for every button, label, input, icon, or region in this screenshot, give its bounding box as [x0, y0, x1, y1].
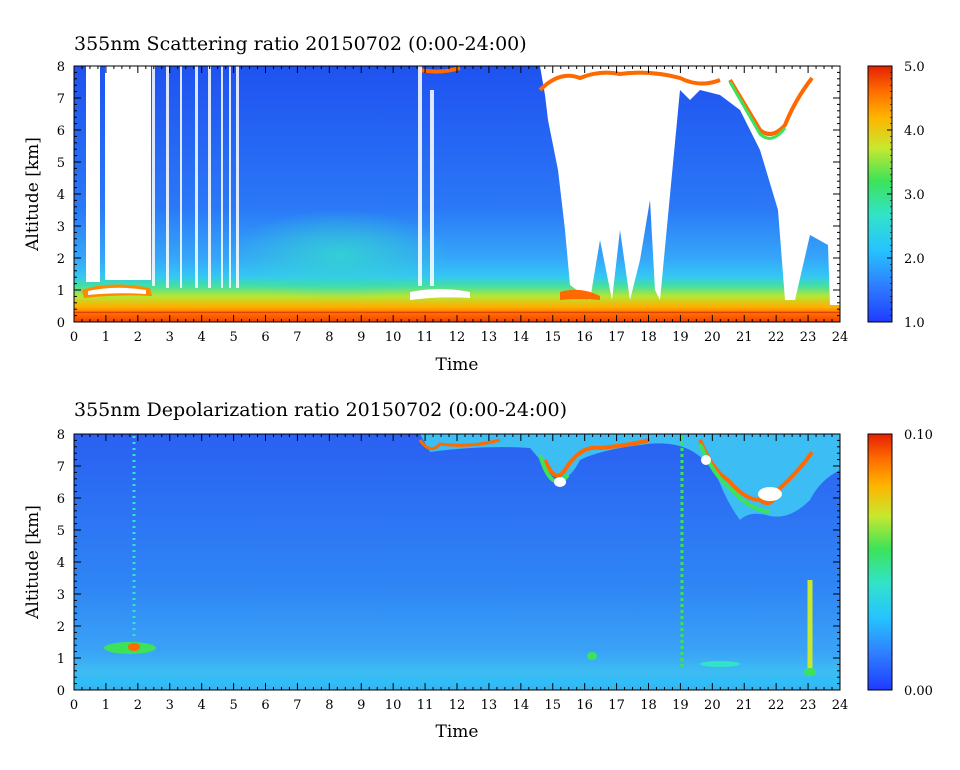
- y-tick-label: 5: [57, 156, 65, 171]
- y-tick-label: 1: [57, 652, 65, 667]
- x-tick-label: 21: [736, 330, 753, 345]
- x-tick-label: 13: [481, 698, 498, 713]
- depolarization-title: 355nm Depolarization ratio 20150702 (0:0…: [74, 399, 567, 421]
- x-tick-label: 10: [385, 698, 402, 713]
- colorbar-tick-label: 0.00: [904, 684, 933, 699]
- x-tick-label: 8: [325, 698, 333, 713]
- x-tick-label: 5: [229, 330, 237, 345]
- y-tick-label: 0: [57, 684, 65, 699]
- x-tick-label: 20: [704, 330, 721, 345]
- scattering-ylabel: Altitude [km]: [23, 137, 43, 252]
- x-tick-label: 19: [672, 330, 689, 345]
- depolarization-colorbar: [867, 433, 893, 691]
- x-tick-label: 14: [513, 698, 530, 713]
- y-tick-label: 4: [57, 188, 65, 203]
- depolarization-xlabel: Time: [436, 722, 479, 742]
- x-tick-label: 2: [134, 330, 142, 345]
- y-tick-label: 3: [57, 588, 65, 603]
- x-tick-label: 7: [293, 330, 301, 345]
- x-tick-label: 16: [576, 698, 593, 713]
- x-tick-label: 24: [832, 698, 849, 713]
- x-tick-label: 8: [325, 330, 333, 345]
- x-tick-label: 1: [102, 330, 110, 345]
- scattering-ratio-panel: 355nm Scattering ratio 20150702 (0:00-24…: [23, 33, 925, 375]
- y-tick-label: 7: [57, 92, 65, 107]
- y-tick-label: 4: [57, 556, 65, 571]
- x-tick-label: 23: [800, 698, 817, 713]
- x-tick-label: 21: [736, 698, 753, 713]
- x-tick-label: 23: [800, 330, 817, 345]
- colorbar-tick-label: 3.0: [904, 188, 925, 203]
- x-tick-label: 18: [640, 698, 657, 713]
- y-tick-label: 5: [57, 524, 65, 539]
- scattering-xlabel: Time: [436, 355, 479, 375]
- x-tick-label: 12: [449, 330, 466, 345]
- y-tick-label: 0: [57, 316, 65, 331]
- x-tick-label: 16: [576, 330, 593, 345]
- x-tick-label: 24: [832, 330, 849, 345]
- x-tick-label: 18: [640, 330, 657, 345]
- colorbar-tick-label: 5.0: [904, 60, 925, 75]
- x-tick-label: 4: [198, 330, 206, 345]
- depolarization-colorbar-ticks: 0.00 0.10: [887, 428, 933, 699]
- x-tick-label: 13: [481, 330, 498, 345]
- x-tick-label: 3: [166, 698, 174, 713]
- depolarization-heatmap: [74, 434, 840, 690]
- x-tick-label: 17: [608, 698, 625, 713]
- x-tick-label: 10: [385, 330, 402, 345]
- x-tick-label: 12: [449, 698, 466, 713]
- x-tick-label: 6: [261, 330, 269, 345]
- depolarization-axes: 0 1 2 3 4 5 6 7 8 9 10 11 12 13 14 15 16 17 18 19 20 21 22 23 24…: [57, 428, 849, 713]
- x-tick-label: 19: [672, 698, 689, 713]
- x-tick-label: 0: [70, 698, 78, 713]
- y-tick-label: 7: [57, 460, 65, 475]
- scattering-heatmap: [74, 66, 840, 322]
- x-tick-label: 9: [357, 698, 365, 713]
- x-tick-label: 5: [229, 698, 237, 713]
- x-tick-label: 9: [357, 330, 365, 345]
- depolarization-ratio-panel: 355nm Depolarization ratio 20150702 (0:0…: [23, 399, 933, 742]
- x-tick-label: 11: [417, 330, 434, 345]
- colorbar-tick-label: 2.0: [904, 252, 925, 267]
- x-tick-label: 15: [544, 330, 561, 345]
- x-tick-label: 2: [134, 698, 142, 713]
- x-tick-label: 4: [198, 698, 206, 713]
- x-tick-label: 6: [261, 698, 269, 713]
- colorbar-tick-label: 4.0: [904, 124, 925, 139]
- x-tick-label: 1: [102, 698, 110, 713]
- x-tick-label: 14: [513, 330, 530, 345]
- y-tick-label: 6: [57, 492, 65, 507]
- x-tick-label: 17: [608, 330, 625, 345]
- x-tick-label: 3: [166, 330, 174, 345]
- x-tick-label: 0: [70, 330, 78, 345]
- y-tick-label: 1: [57, 284, 65, 299]
- y-tick-label: 6: [57, 124, 65, 139]
- depolarization-ylabel: Altitude [km]: [23, 505, 43, 620]
- x-tick-label: 22: [768, 698, 785, 713]
- y-tick-label: 2: [57, 252, 65, 267]
- y-tick-label: 8: [57, 60, 65, 75]
- x-tick-label: 22: [768, 330, 785, 345]
- x-tick-label: 11: [417, 698, 434, 713]
- x-tick-label: 20: [704, 698, 721, 713]
- colorbar-tick-label: 0.10: [904, 428, 933, 443]
- y-tick-label: 8: [57, 428, 65, 443]
- y-tick-label: 3: [57, 220, 65, 235]
- y-tick-label: 2: [57, 620, 65, 635]
- scattering-colorbar-ticks: 1.0 2.0 3.0 4.0 5.0: [887, 60, 925, 331]
- scattering-title: 355nm Scattering ratio 20150702 (0:00-24…: [74, 33, 527, 55]
- x-tick-label: 7: [293, 698, 301, 713]
- scattering-axes: 0 1 2 3 4 5 6 7 8 9 10 11 12 13 14 15 16 17 18 19 20 21 22 23 24…: [57, 60, 849, 345]
- colorbar-tick-label: 1.0: [904, 316, 925, 331]
- x-tick-label: 15: [544, 698, 561, 713]
